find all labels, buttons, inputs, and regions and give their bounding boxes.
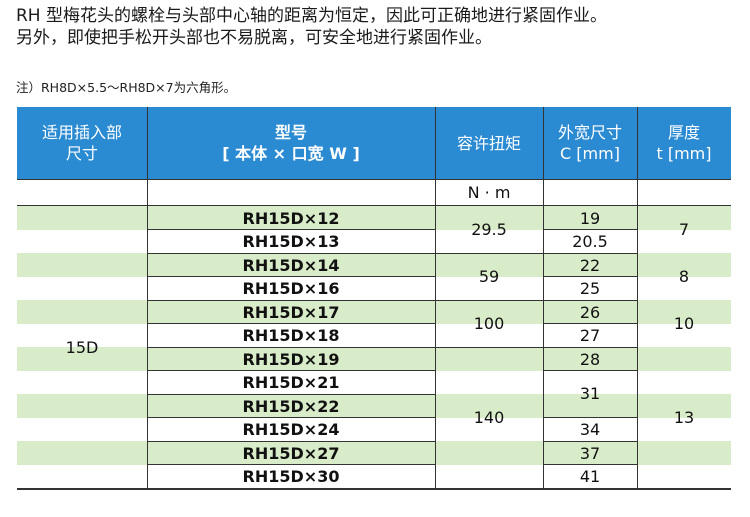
spec-table: 适用插入部 尺寸 型号 [ 本体 × 口宽 W ] 容许扭矩 外宽尺寸 C [m… bbox=[17, 107, 731, 492]
grid-line bbox=[543, 464, 637, 465]
grid-line bbox=[435, 347, 543, 348]
header-width: 外宽尺寸 C [mm] bbox=[543, 107, 637, 179]
torque-value: 100 bbox=[473, 314, 505, 333]
torque-value: 140 bbox=[473, 408, 505, 427]
intro-line-1: RH 型梅花头的螺栓与头部中心轴的距离为恒定，因此可正确地进行紧固作业。 bbox=[16, 6, 607, 26]
intro-text: RH 型梅花头的螺栓与头部中心轴的距离为恒定，因此可正确地进行紧固作业。 另外，… bbox=[16, 5, 607, 49]
model-cell: RH15D×17 bbox=[242, 302, 340, 322]
model-cell: RH15D×12 bbox=[242, 208, 340, 228]
grid-line bbox=[147, 441, 435, 442]
model-cell: RH15D×30 bbox=[242, 466, 340, 486]
width-value: 41 bbox=[579, 466, 601, 486]
header-thickness-line2: t [mm] bbox=[656, 144, 712, 163]
width-value: 28 bbox=[579, 349, 601, 369]
width-value: 25 bbox=[579, 278, 601, 298]
grid-line bbox=[147, 417, 435, 418]
grid-line bbox=[543, 276, 637, 277]
grid-line bbox=[17, 205, 731, 206]
header-model-line1: 型号 bbox=[274, 123, 307, 142]
width-value: 22 bbox=[579, 255, 601, 275]
thickness-value: 13 bbox=[673, 408, 695, 427]
grid-line bbox=[543, 229, 637, 230]
thickness-value: 7 bbox=[678, 220, 690, 239]
row-stripe bbox=[17, 300, 731, 324]
grid-line bbox=[435, 107, 436, 488]
grid-line bbox=[543, 370, 637, 371]
header-thickness-line1: 厚度 bbox=[667, 123, 700, 142]
grid-line bbox=[147, 253, 435, 254]
grid-line bbox=[147, 370, 435, 371]
grid-line bbox=[147, 229, 435, 230]
grid-line bbox=[147, 276, 435, 277]
model-cell: RH15D×16 bbox=[242, 278, 340, 298]
header-insert-size-line2: 尺寸 bbox=[65, 144, 98, 163]
header-torque: 容许扭矩 bbox=[435, 107, 543, 179]
width-value: 27 bbox=[579, 325, 601, 345]
width-value: 20.5 bbox=[572, 231, 608, 251]
thickness-value: 10 bbox=[673, 314, 695, 333]
header-width-line1: 外宽尺寸 bbox=[557, 123, 622, 142]
width-value: 37 bbox=[579, 443, 601, 463]
header-thickness: 厚度 t [mm] bbox=[637, 107, 731, 179]
grid-line bbox=[435, 300, 543, 301]
grid-line bbox=[543, 441, 637, 442]
width-value: 34 bbox=[579, 419, 601, 439]
grid-line bbox=[435, 253, 543, 254]
row-stripe bbox=[17, 441, 731, 465]
insert-size-value: 15D bbox=[65, 337, 99, 357]
header-insert-size-line1: 适用插入部 bbox=[41, 123, 122, 142]
grid-line bbox=[543, 347, 637, 348]
grid-line bbox=[147, 347, 435, 348]
width-value: 19 bbox=[579, 208, 601, 228]
grid-line bbox=[17, 179, 731, 180]
intro-line-2: 另外，即使把手松开头部也不易脱离，可安全地进行紧固作业。 bbox=[16, 28, 492, 48]
unit-torque: N · m bbox=[467, 182, 511, 202]
grid-line bbox=[147, 394, 435, 395]
grid-line bbox=[147, 323, 435, 324]
model-cell: RH15D×24 bbox=[242, 419, 340, 439]
row-stripe bbox=[17, 394, 731, 418]
grid-line bbox=[147, 107, 148, 488]
header-model-line2: [ 本体 × 口宽 W ] bbox=[222, 144, 360, 163]
thickness-value: 8 bbox=[678, 267, 690, 286]
row-stripe bbox=[17, 206, 731, 230]
model-cell: RH15D×27 bbox=[242, 443, 340, 463]
grid-line bbox=[17, 488, 731, 490]
model-cell: RH15D×21 bbox=[242, 372, 340, 392]
width-value: 26 bbox=[579, 302, 601, 322]
grid-line bbox=[543, 300, 637, 301]
model-cell: RH15D×14 bbox=[242, 255, 340, 275]
grid-line bbox=[543, 417, 637, 418]
grid-line bbox=[147, 464, 435, 465]
width-value: 31 bbox=[579, 384, 601, 403]
header-insert-size: 适用插入部 尺寸 bbox=[17, 107, 147, 179]
header-width-line2: C [mm] bbox=[560, 144, 620, 163]
footnote: 注）RH8D×5.5～RH8D×7为六角形。 bbox=[16, 80, 237, 95]
row-stripe bbox=[17, 253, 731, 277]
grid-line bbox=[543, 323, 637, 324]
header-torque-label: 容许扭矩 bbox=[456, 133, 521, 153]
model-cell: RH15D×13 bbox=[242, 231, 340, 251]
model-cell: RH15D×19 bbox=[242, 349, 340, 369]
header-model: 型号 [ 本体 × 口宽 W ] bbox=[147, 107, 435, 179]
grid-line bbox=[543, 107, 544, 488]
torque-value: 59 bbox=[478, 267, 500, 286]
grid-line bbox=[637, 107, 638, 488]
row-stripe bbox=[17, 347, 731, 371]
grid-line bbox=[147, 300, 435, 301]
torque-value: 29.5 bbox=[471, 220, 507, 239]
model-cell: RH15D×18 bbox=[242, 325, 340, 345]
grid-line bbox=[543, 253, 637, 254]
model-cell: RH15D×22 bbox=[242, 396, 340, 416]
